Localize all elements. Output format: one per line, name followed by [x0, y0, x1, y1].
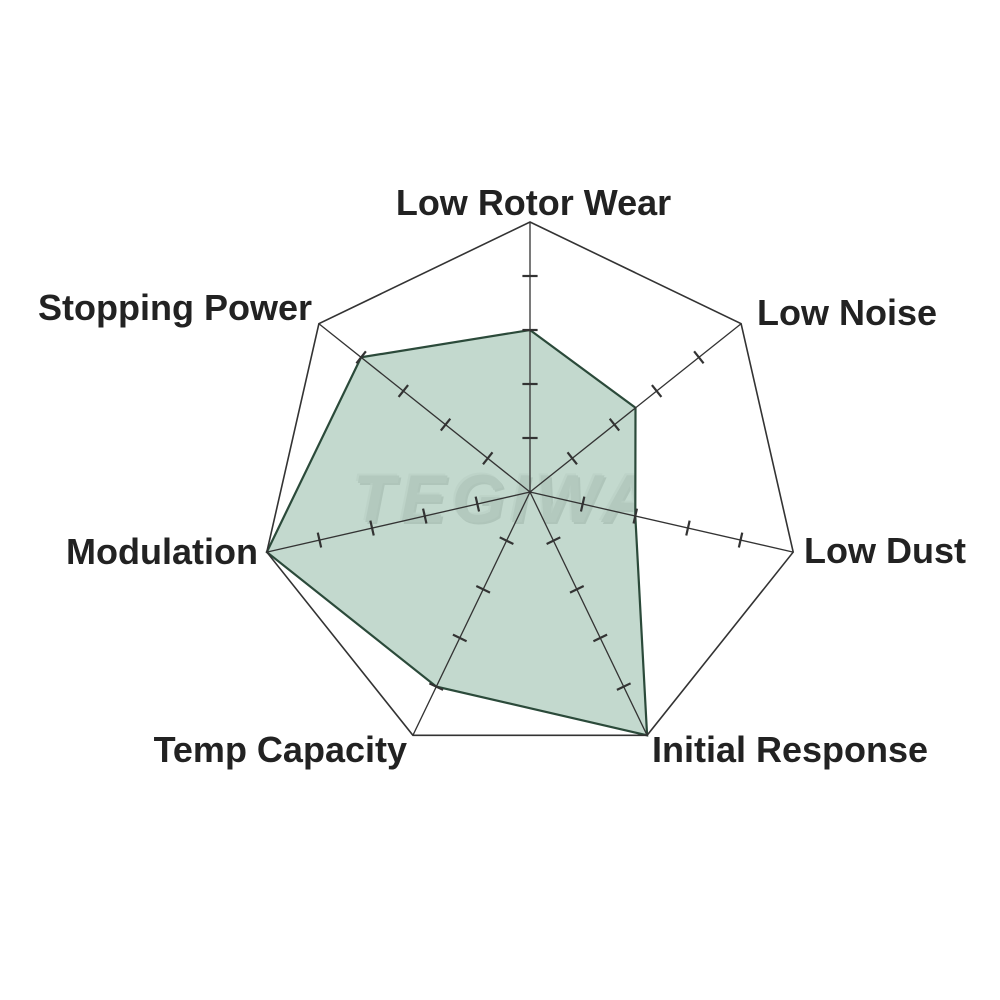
- svg-text:Stopping Power: Stopping Power: [38, 287, 312, 328]
- svg-text:Low Rotor Wear: Low Rotor Wear: [396, 182, 671, 223]
- svg-text:Initial Response: Initial Response: [652, 729, 928, 770]
- svg-text:Temp Capacity: Temp Capacity: [154, 729, 407, 770]
- svg-text:Low Dust: Low Dust: [804, 530, 966, 571]
- svg-text:Modulation: Modulation: [66, 531, 258, 572]
- svg-text:Low Noise: Low Noise: [757, 292, 937, 333]
